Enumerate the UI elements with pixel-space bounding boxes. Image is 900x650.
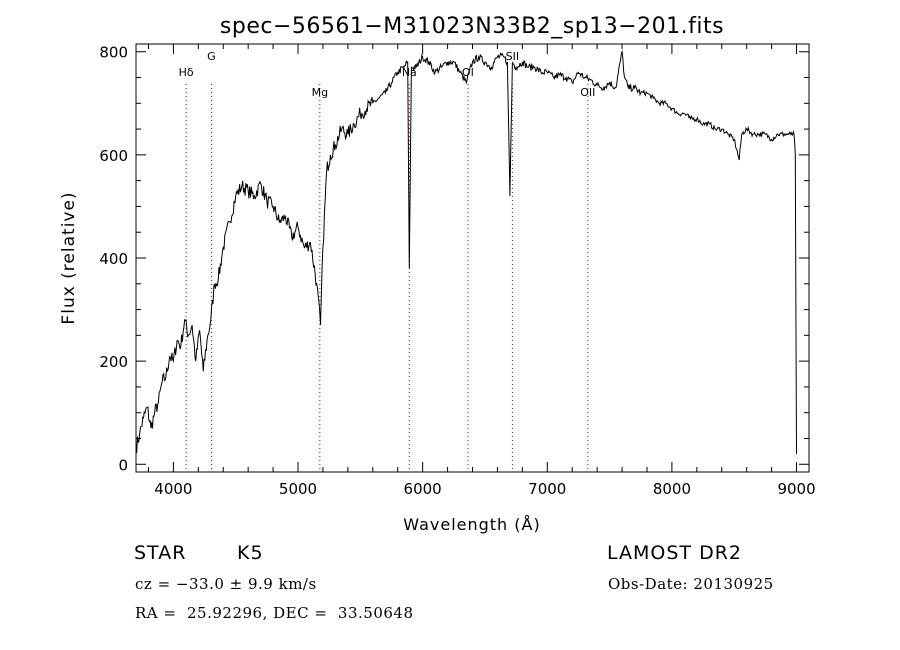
redshift-readout: cz = −33.0 ± 9.9 km/s <box>135 575 317 593</box>
x-tick-label: 4000 <box>154 480 192 498</box>
x-tick-label: 9000 <box>777 480 815 498</box>
coordinates-readout: RA = 25.92296, DEC = 33.50648 <box>135 604 414 622</box>
marker-label: Hδ <box>179 66 194 79</box>
axis-ticks: 4000 5000 6000 7000 8000 9000 0 200 400 600 800 <box>99 44 815 498</box>
x-tick-label: 5000 <box>279 480 317 498</box>
marker-label: OII <box>580 86 595 99</box>
observation-date: Obs-Date: 20130925 <box>608 575 774 593</box>
y-tick-label: 600 <box>99 147 128 165</box>
y-tick-label: 200 <box>99 353 128 371</box>
x-tick-label: 8000 <box>653 480 691 498</box>
marker-label: OI <box>462 66 474 79</box>
x-tick-label: 6000 <box>404 480 442 498</box>
object-subclass: K5 <box>237 542 264 564</box>
object-class: STAR <box>134 542 187 564</box>
y-axis-label: Flux (relative) <box>59 191 79 324</box>
x-tick-label: 7000 <box>528 480 566 498</box>
y-tick-label: 800 <box>99 44 128 62</box>
plot-frame <box>135 43 810 473</box>
survey-name: LAMOST DR2 <box>607 542 742 564</box>
x-axis-label: Wavelength (Å) <box>403 515 540 534</box>
marker-label: Mg <box>312 86 328 99</box>
marker-label: G <box>207 50 216 63</box>
y-tick-label: 400 <box>99 250 128 268</box>
chart-title: spec−56561−M31023N33B2_sp13−201.fits <box>220 14 724 39</box>
marker-label: SII <box>506 50 519 63</box>
y-tick-label: 0 <box>118 456 128 474</box>
spectrum-series-line <box>135 49 797 455</box>
